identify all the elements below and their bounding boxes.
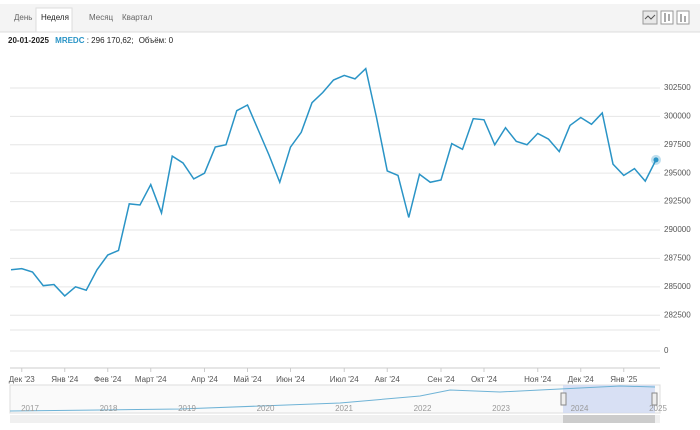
y-tick-label: 302500 xyxy=(664,83,691,92)
x-tick-label: Окт '24 xyxy=(471,375,498,384)
y-tick-label: 290000 xyxy=(664,225,691,234)
x-tick-label: Янв '25 xyxy=(610,375,638,384)
x-tick-label: Ноя '24 xyxy=(524,375,552,384)
navigator-year: 2019 xyxy=(178,404,196,413)
tab[interactable]: Квартал xyxy=(122,13,153,22)
navigator-year: 2021 xyxy=(335,404,353,413)
navigator-year: 2022 xyxy=(414,404,432,413)
toolbar-icons xyxy=(642,10,690,25)
y-tick-label: 300000 xyxy=(664,111,691,120)
tab[interactable]: Неделя xyxy=(41,13,69,22)
y-tick-label: 282500 xyxy=(664,310,691,319)
navigator-year: 2023 xyxy=(492,404,510,413)
navigator-year: 2017 xyxy=(21,404,39,413)
navigator-year: 2025 xyxy=(649,404,667,413)
tabs: День Неделя Месяц Квартал xyxy=(14,7,153,33)
icon-bars[interactable] xyxy=(676,10,690,25)
x-tick-label: Авг '24 xyxy=(375,375,401,384)
quote-header: 20-01-2025 MREDC : 296 170,62; Объём: 0 xyxy=(8,36,174,45)
navigator-year: 2024 xyxy=(571,404,589,413)
icon-candles[interactable] xyxy=(660,10,674,25)
navigator-selection[interactable] xyxy=(563,385,655,413)
x-tick-label: Сен '24 xyxy=(427,375,455,384)
y-tick-label: 285000 xyxy=(664,282,691,291)
toolbar xyxy=(0,4,700,32)
y-tick-label: 297500 xyxy=(664,140,691,149)
navigator-year: 2018 xyxy=(100,404,118,413)
scrollbar-thumb[interactable] xyxy=(563,415,655,423)
navigator-line xyxy=(9,385,656,412)
y-tick-label: 295000 xyxy=(664,168,691,177)
x-tick-label: Дек '24 xyxy=(568,375,595,384)
quote-price: : 296 170,62; xyxy=(87,36,134,45)
price-line xyxy=(10,67,657,297)
last-point xyxy=(653,157,659,163)
x-tick-label: Май '24 xyxy=(233,375,262,384)
navigator-year: 2020 xyxy=(257,404,275,413)
quote-date: 20-01-2025 xyxy=(8,36,49,45)
volume-tick-label: 0 xyxy=(664,346,669,355)
icon-line-glyph xyxy=(644,14,656,20)
x-tick-label: Июн '24 xyxy=(276,375,305,384)
scrollbar xyxy=(10,415,660,423)
y-tick-label: 292500 xyxy=(664,197,691,206)
x-tick-label: Янв '24 xyxy=(51,375,79,384)
y-tick-label: 287500 xyxy=(664,254,691,263)
navigator-years: 2017 2018 2019 2020 2021 2022 2023 2024 2025 xyxy=(21,404,667,413)
quote-symbol: MREDC xyxy=(55,36,85,45)
x-tick-label: Дек '23 xyxy=(9,375,36,384)
tab[interactable]: День xyxy=(14,13,32,22)
x-tick-label: Июл '24 xyxy=(330,375,359,384)
x-tick-label: Апр '24 xyxy=(191,375,218,384)
x-tick-label: Фев '24 xyxy=(94,375,122,384)
navigator-handle[interactable] xyxy=(651,392,658,406)
tab[interactable]: Месяц xyxy=(89,13,114,22)
navigator-handle[interactable] xyxy=(560,392,567,406)
quote-volume: Объём: 0 xyxy=(139,36,174,45)
x-tick-label: Март '24 xyxy=(135,375,167,384)
tab-selected xyxy=(35,7,73,33)
